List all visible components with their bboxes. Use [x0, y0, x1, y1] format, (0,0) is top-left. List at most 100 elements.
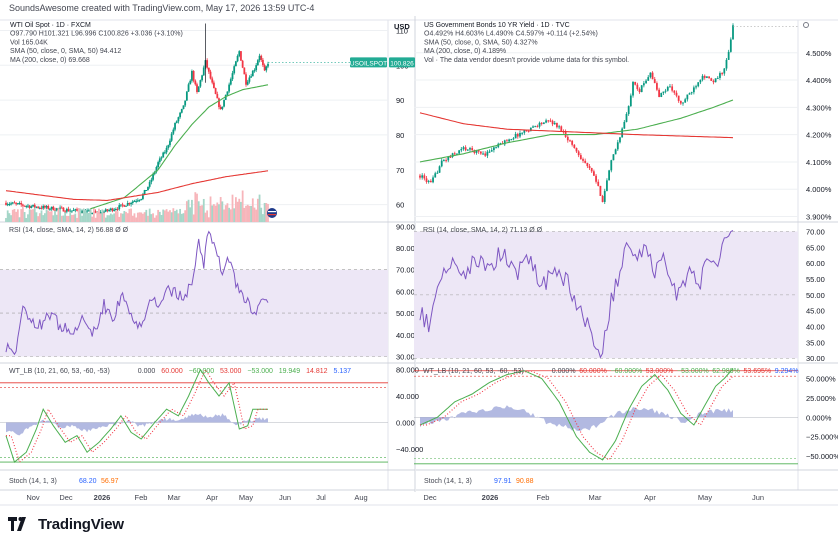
left-candle-body — [184, 100, 187, 106]
left-candle-body — [28, 205, 31, 208]
left-volume-bar — [126, 213, 129, 222]
left-volume-bar — [74, 213, 77, 222]
right-price-tick: 4.200% — [806, 131, 832, 140]
left-candle-body — [18, 202, 21, 204]
left-volume-bar — [109, 213, 112, 222]
left-candle-body — [43, 205, 46, 208]
left-candle-body — [32, 204, 34, 207]
right-candle-body — [545, 120, 547, 123]
left-volume-bar — [13, 209, 16, 222]
left-candle-body — [67, 208, 70, 212]
left-volume-bar — [125, 211, 127, 222]
left-rsi-tick: 50.00 — [396, 309, 415, 318]
left-volume-bar — [111, 214, 114, 222]
left-volume-bar — [131, 215, 134, 222]
left-x-tick: Dec — [59, 493, 73, 502]
left-candle-body — [74, 209, 77, 211]
left-candle-body — [123, 205, 126, 207]
left-candle-body — [196, 84, 198, 93]
left-candle-body — [223, 99, 225, 107]
left-volume-bar — [229, 209, 232, 222]
left-rsi-tick: 30.00 — [396, 352, 415, 361]
right-candle-body — [584, 160, 587, 163]
right-candle-body — [642, 83, 645, 86]
right-candle-body — [569, 140, 571, 142]
right-candle-body — [499, 143, 502, 145]
left-volume-bar — [184, 210, 187, 222]
right-candle-body — [629, 95, 632, 107]
left-candle-body — [219, 107, 222, 110]
left-candle-body — [172, 129, 175, 134]
left-candle-body — [165, 147, 168, 153]
right-candle-body — [542, 122, 545, 124]
left-candle-body — [197, 86, 200, 93]
right-price-tick: 3.900% — [806, 213, 832, 222]
left-candle-body — [187, 84, 190, 92]
right-candle-body — [638, 89, 641, 93]
left-price-tick: 70 — [396, 166, 404, 175]
right-wt-legend-wtr-v8: 9.294% — [775, 368, 799, 375]
left-volume-bar — [79, 208, 82, 222]
right-candle-body — [436, 172, 439, 174]
brand[interactable]: TradingView — [8, 514, 124, 534]
right-candle-body — [579, 155, 582, 160]
left-volume-bar — [218, 204, 220, 222]
left-candle-body — [160, 157, 163, 159]
left-rsi-chart: 30.00 40.00 50.00 60.00 70.00 80.00 90.00 RSI (… — [0, 222, 415, 361]
left-price-tag-bg — [389, 57, 415, 68]
right-candle-body — [566, 136, 569, 141]
left-candle-body — [213, 82, 215, 89]
left-candle-body — [20, 202, 23, 205]
left-volume-bar — [211, 205, 214, 222]
right-candle-body — [588, 166, 591, 169]
left-volume-bar — [223, 209, 225, 222]
right-candle-body — [625, 113, 628, 122]
right-candle-body — [514, 133, 517, 139]
left-candle-body — [240, 51, 242, 61]
left-candle-body — [241, 60, 244, 68]
left-candle-body — [216, 93, 219, 99]
right-wt-legend-wtr-v2: 60.000% — [579, 368, 607, 375]
left-candle-body — [209, 71, 212, 79]
left-candle-body — [253, 70, 256, 72]
right-candle-body — [651, 72, 654, 80]
left-volume-bar — [233, 208, 236, 222]
right-legend-us10y-vol: Vol · The data vendor doesn't provide vo… — [424, 57, 629, 64]
right-candle-body — [571, 140, 574, 145]
left-volume-bar — [160, 215, 163, 222]
left-volume-bar — [99, 213, 102, 222]
left-volume-bar — [260, 207, 263, 222]
right-candle-body — [529, 127, 532, 132]
right-rsi-tick: 65.00 — [806, 243, 825, 252]
left-legend-wti-ohlc: O97.790 H101.321 L96.996 C100.826 +3.036… — [10, 31, 183, 38]
right-candle-body — [645, 80, 647, 84]
right-candle-body — [671, 86, 674, 91]
left-rsi-line — [5, 230, 269, 356]
right-candle-body — [560, 126, 563, 132]
right-candle-body — [449, 156, 452, 158]
right-price-tick: 4.400% — [806, 76, 832, 85]
left-volume-bar — [202, 198, 205, 222]
left-legend-wti-ma: MA (200, close, 0) 69.668 — [10, 57, 90, 64]
left-candle-body — [114, 209, 117, 211]
left-volume-bar — [23, 212, 26, 222]
left-wt-tick: 0.000 — [396, 418, 415, 427]
left-volume-bar — [89, 209, 92, 222]
us-flag-stripe — [268, 211, 276, 213]
right-legend-us10y-title: US Government Bonds 10 YR Yield · 1D · T… — [424, 22, 570, 29]
left-volume-bar — [258, 194, 261, 222]
right-candle-body — [673, 90, 676, 93]
right-candle-body — [679, 100, 682, 104]
right-candle-body — [469, 148, 471, 150]
left-volume-bar — [147, 215, 149, 222]
left-candle-body — [52, 206, 55, 211]
left-volume-bar — [246, 204, 249, 222]
left-candle-body — [155, 166, 158, 172]
left-candle-body — [158, 158, 161, 163]
left-volume-bar — [35, 212, 38, 222]
right-candle-body — [706, 76, 708, 78]
right-candle-body — [477, 149, 480, 152]
left-volume-bar — [194, 192, 197, 222]
left-candle-body — [126, 203, 129, 206]
